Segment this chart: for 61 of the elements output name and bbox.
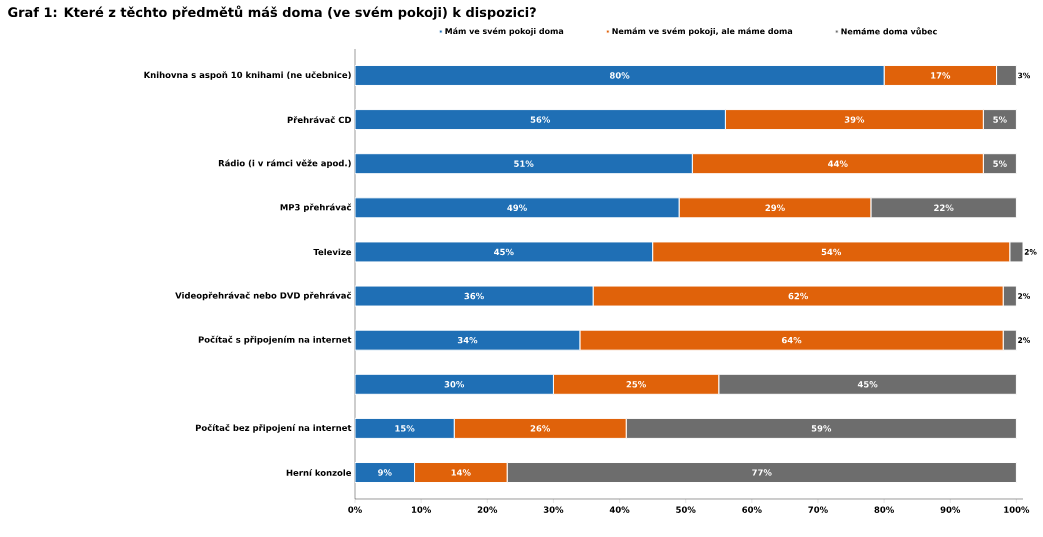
y-tick-label: Rádio (i v rámci věže apod.) (218, 159, 351, 168)
y-tick-label: Knihovna s aspoň 10 knihami (ne učebnice) (144, 71, 351, 80)
bar (678, 197, 872, 219)
x-tick-label: 80% (874, 506, 894, 513)
bar (718, 373, 1017, 395)
data-label: 26% (530, 425, 551, 432)
data-label: 5% (993, 160, 1007, 167)
x-tick-label: 40% (609, 506, 630, 513)
bar (355, 109, 726, 131)
data-label: 25% (626, 381, 646, 388)
bar (355, 64, 885, 86)
bar (506, 462, 1017, 484)
bar (870, 197, 1017, 219)
data-label: 15% (395, 425, 415, 432)
data-label: 39% (844, 116, 865, 123)
bar (355, 373, 554, 395)
data-label: 49% (507, 204, 527, 212)
data-label: 54% (821, 248, 842, 256)
data-label: 45% (857, 381, 878, 388)
bar (355, 197, 680, 219)
data-label: 17% (931, 72, 951, 79)
x-tick-label: 30% (543, 506, 564, 513)
y-tick-label: Počítač s připojením na internet (198, 335, 352, 345)
bar (355, 329, 581, 351)
data-label: 30% (444, 381, 465, 388)
x-tick-label: 50% (676, 506, 696, 513)
x-tick-label: 20% (477, 506, 498, 513)
y-tick-label: Herní konzole (286, 469, 352, 476)
x-tick-label: 10% (411, 506, 432, 513)
data-label: 62% (788, 292, 809, 300)
data-label: 9% (378, 469, 392, 476)
data-label: 59% (811, 425, 832, 432)
bar (355, 153, 693, 175)
x-tick-label: 100% (1004, 506, 1030, 513)
data-label: 44% (828, 160, 848, 167)
x-tick-label: 70% (808, 506, 828, 513)
data-label: 34% (457, 336, 478, 344)
bar (625, 417, 1017, 439)
y-tick-label: MP3 přehrávač (280, 203, 352, 213)
data-label: 77% (752, 469, 772, 476)
y-tick-label: Televize (313, 248, 352, 256)
bar (552, 373, 720, 395)
data-label: 80% (609, 72, 630, 79)
x-tick-label: 0% (348, 506, 362, 513)
x-tick-label: 90% (940, 506, 961, 513)
data-label: 64% (781, 336, 802, 344)
y-tick-label: Přehrávač CD (287, 116, 352, 124)
data-label: 5% (993, 116, 1007, 123)
data-label: 29% (765, 204, 785, 212)
x-tick-label: 60% (742, 506, 762, 513)
data-label: 51% (514, 160, 534, 167)
y-tick-label: Počítač bez připojení na internet (195, 424, 352, 433)
bar (355, 417, 455, 439)
data-label: 36% (464, 292, 484, 300)
data-label: 56% (530, 116, 551, 123)
data-label: 14% (451, 469, 471, 476)
bar (996, 64, 1017, 86)
chart-title: Graf 1: Které z těchto předmětů máš doma (ve svém pokoji) k dispozici? (8, 5, 536, 20)
data-label: 45% (494, 248, 514, 256)
y-tick-label: Videopřehrávač nebo DVD přehrávač (175, 291, 352, 301)
data-label: 22% (934, 204, 954, 212)
